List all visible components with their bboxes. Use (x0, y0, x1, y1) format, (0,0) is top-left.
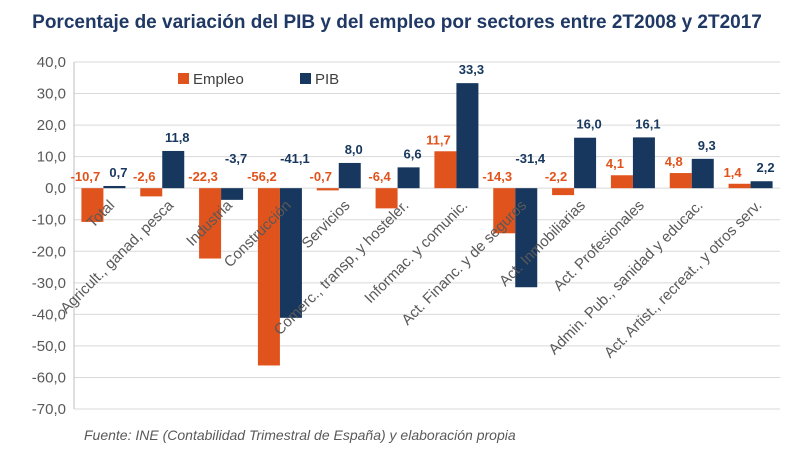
category-label: Informac. y comunic. (361, 197, 471, 307)
y-tick-label: -60,0 (32, 369, 66, 386)
bar-pib (221, 188, 244, 200)
bar-empleo (81, 188, 104, 222)
data-label-pib: 8,0 (345, 142, 363, 157)
grid-layer: 40,0 30,0 20,0 10,0 0,0 -10,0 -20,0 -30,0 -40,0 -… (32, 54, 780, 418)
data-label-pib: -3,7 (225, 151, 247, 166)
bar-pib (397, 167, 420, 189)
data-label-pib: 33,3 (459, 62, 484, 77)
y-tick-label: 40,0 (37, 54, 66, 71)
legend: Empleo PIB (178, 71, 339, 88)
data-label-pib: -31,4 (515, 151, 545, 166)
bar-empleo (434, 151, 457, 189)
data-label-pib: 16,0 (576, 117, 601, 132)
category-label: Servicios (299, 197, 354, 252)
source-note: Fuente: INE (Contabilidad Trimestral de … (84, 427, 516, 443)
bar-empleo (316, 188, 339, 191)
data-label-empleo: 4,8 (665, 154, 683, 169)
bar-empleo (669, 173, 692, 189)
data-label-pib: 9,3 (698, 138, 716, 153)
y-tick-label: -20,0 (32, 243, 66, 260)
y-tick-label: -30,0 (32, 275, 66, 292)
bar-pib (691, 158, 714, 189)
data-label-empleo: 4,1 (606, 156, 624, 171)
legend-swatch-empleo (178, 73, 189, 84)
data-label-empleo: -14,3 (482, 169, 512, 184)
data-label-empleo: 1,4 (724, 165, 743, 180)
bars-layer (81, 83, 773, 366)
data-label-empleo: -6,4 (368, 169, 391, 184)
bar-pib (338, 162, 361, 189)
data-label-pib: -41,1 (280, 151, 310, 166)
y-tick-label: 0,0 (45, 180, 66, 197)
y-tick-label: 30,0 (37, 86, 66, 103)
data-label-empleo: -2,6 (133, 169, 155, 184)
bar-empleo (375, 188, 398, 209)
bar-empleo (257, 188, 280, 366)
bar-empleo (728, 183, 751, 189)
legend-label-empleo: Empleo (193, 71, 244, 88)
data-label-empleo: -56,2 (247, 169, 277, 184)
data-label-pib: 16,1 (635, 116, 660, 131)
bar-pib (574, 137, 597, 189)
bar-pib (279, 188, 302, 318)
data-label-empleo: -10,7 (71, 169, 101, 184)
bar-empleo (552, 188, 575, 196)
data-label-pib: 6,6 (404, 146, 422, 161)
value-labels: -10,7 0,7 -2,6 11,8 -22,3 -3,7-56,2-41,1-0,7 8… (71, 62, 775, 184)
data-label-pib: 0,7 (109, 165, 127, 180)
bar-empleo (610, 175, 633, 189)
data-label-pib: 2,2 (757, 160, 775, 175)
bar-pib (750, 181, 773, 189)
y-tick-label: -50,0 (32, 338, 66, 355)
data-label-pib: 11,8 (165, 130, 190, 145)
legend-label-pib: PIB (315, 71, 339, 88)
bar-pib (103, 185, 126, 189)
bar-pib (162, 150, 185, 189)
y-tick-label: -10,0 (32, 212, 66, 229)
data-label-empleo: -2,2 (545, 169, 567, 184)
category-label: Agricult., ganad, pesca (57, 197, 177, 317)
legend-swatch-pib (300, 73, 311, 84)
chart-title: Porcentaje de variación del PIB y del em… (32, 12, 762, 33)
data-label-empleo: 11,7 (426, 132, 451, 147)
bar-pib (456, 83, 479, 189)
bar-empleo (140, 188, 163, 197)
bar-pib (515, 188, 538, 288)
data-label-empleo: -22,3 (188, 169, 218, 184)
bar-empleo (493, 188, 516, 234)
y-tick-label: 10,0 (37, 149, 66, 166)
y-tick-label: -40,0 (32, 306, 66, 323)
bar-empleo (199, 188, 222, 259)
y-tick-label: -70,0 (32, 401, 66, 418)
y-tick-label: 20,0 (37, 117, 66, 134)
bar-pib (632, 137, 655, 189)
data-label-empleo: -0,7 (310, 169, 332, 184)
